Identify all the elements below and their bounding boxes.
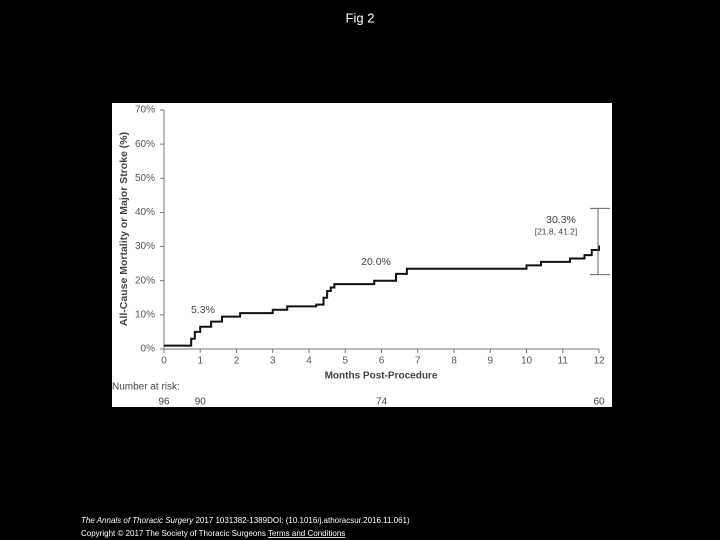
x-tick-label: 5 — [342, 356, 348, 367]
risk-label: Number at risk: — [112, 382, 180, 393]
risk-count: 90 — [195, 397, 207, 408]
risk-count: 74 — [376, 397, 388, 408]
y-tick-label: 70% — [135, 105, 155, 116]
y-tick-label: 20% — [135, 275, 155, 286]
risk-count: 96 — [158, 397, 170, 408]
risk-count: 60 — [593, 397, 605, 408]
x-tick-label: 0 — [161, 356, 167, 367]
citation: 2017 1031382-1389DOI: (10.1016/j.athorac… — [195, 516, 410, 525]
x-tick-label: 10 — [521, 356, 533, 367]
footer-copyright: Copyright © 2017 The Society of Thoracic… — [81, 529, 345, 538]
journal: The Annals of Thoracic Surgery — [81, 516, 194, 525]
x-tick-label: 12 — [593, 356, 605, 367]
x-tick-label: 8 — [451, 356, 457, 367]
x-axis-label: Months Post-Procedure — [325, 371, 438, 382]
survival-curve — [164, 245, 600, 347]
page-title: Fig 2 — [346, 10, 375, 25]
terms-link[interactable]: Terms and Conditions — [268, 529, 345, 538]
annotation: 20.0% — [361, 256, 391, 268]
x-tick-label: 1 — [197, 356, 203, 367]
y-tick-label: 30% — [135, 241, 155, 252]
annotation: 5.3% — [191, 304, 215, 316]
y-tick-label: 10% — [135, 309, 155, 320]
y-tick-label: 0% — [141, 344, 156, 355]
x-tick-label: 3 — [270, 356, 276, 367]
x-tick-label: 11 — [558, 356, 569, 367]
x-tick-label: 7 — [415, 356, 421, 367]
annotation: 30.3% — [546, 214, 576, 226]
copyright: Copyright © 2017 The Society of Thoracic… — [81, 529, 266, 538]
x-tick-label: 9 — [487, 356, 493, 367]
annotation: [21.8, 41.2] — [535, 226, 578, 236]
y-tick-label: 40% — [135, 207, 155, 218]
x-tick-label: 4 — [306, 356, 312, 367]
footer-citation: The Annals of Thoracic Surgery 2017 1031… — [81, 516, 410, 525]
x-tick-label: 6 — [379, 356, 385, 367]
y-tick-label: 50% — [135, 173, 155, 184]
x-tick-label: 2 — [234, 356, 240, 367]
y-tick-label: 60% — [135, 139, 155, 150]
figure-panel — [112, 103, 612, 407]
y-axis-label: All-Cause Mortality or Major Stroke (%) — [118, 132, 130, 326]
